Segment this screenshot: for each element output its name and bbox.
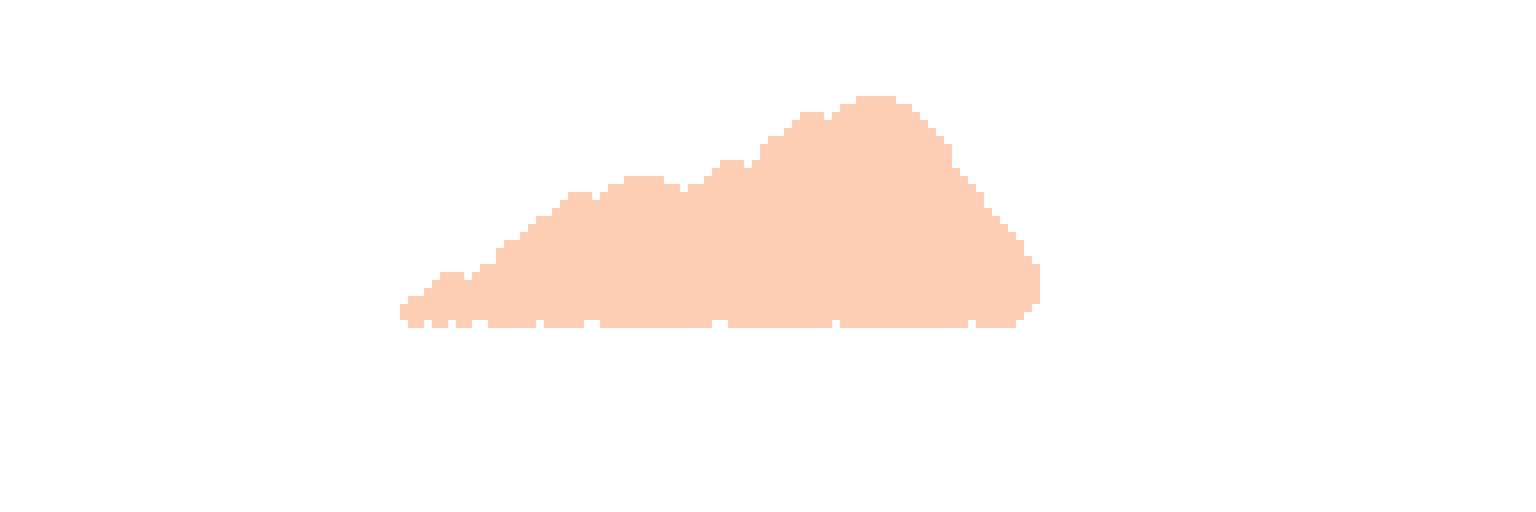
pixel-cloud-icon [400,96,1040,328]
cloud-silhouette [400,96,1040,328]
